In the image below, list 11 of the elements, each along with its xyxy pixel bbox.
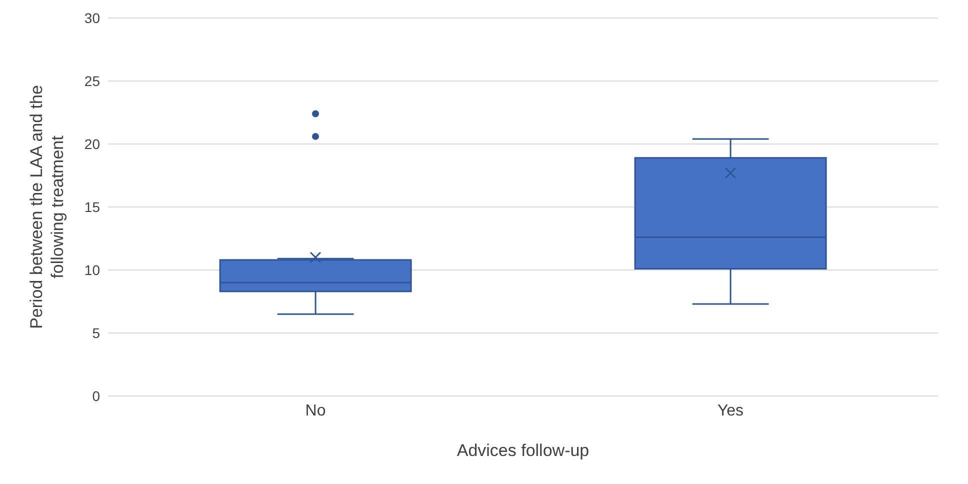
y-axis-title: Period between the LAA and the following treatment xyxy=(27,85,67,329)
x-tick-label: Yes xyxy=(717,402,744,420)
x-tick-label: No xyxy=(305,402,326,420)
y-tick-label: 10 xyxy=(84,262,100,278)
y-tick-label: 25 xyxy=(84,72,100,89)
x-axis-title: Advices follow-up xyxy=(456,441,590,460)
y-tick-label: 30 xyxy=(84,10,100,26)
y-tick-label: 20 xyxy=(84,136,100,152)
y-tick-label: 0 xyxy=(92,388,100,404)
y-tick-label: 15 xyxy=(84,198,100,215)
y-tick-label: 5 xyxy=(92,324,100,341)
